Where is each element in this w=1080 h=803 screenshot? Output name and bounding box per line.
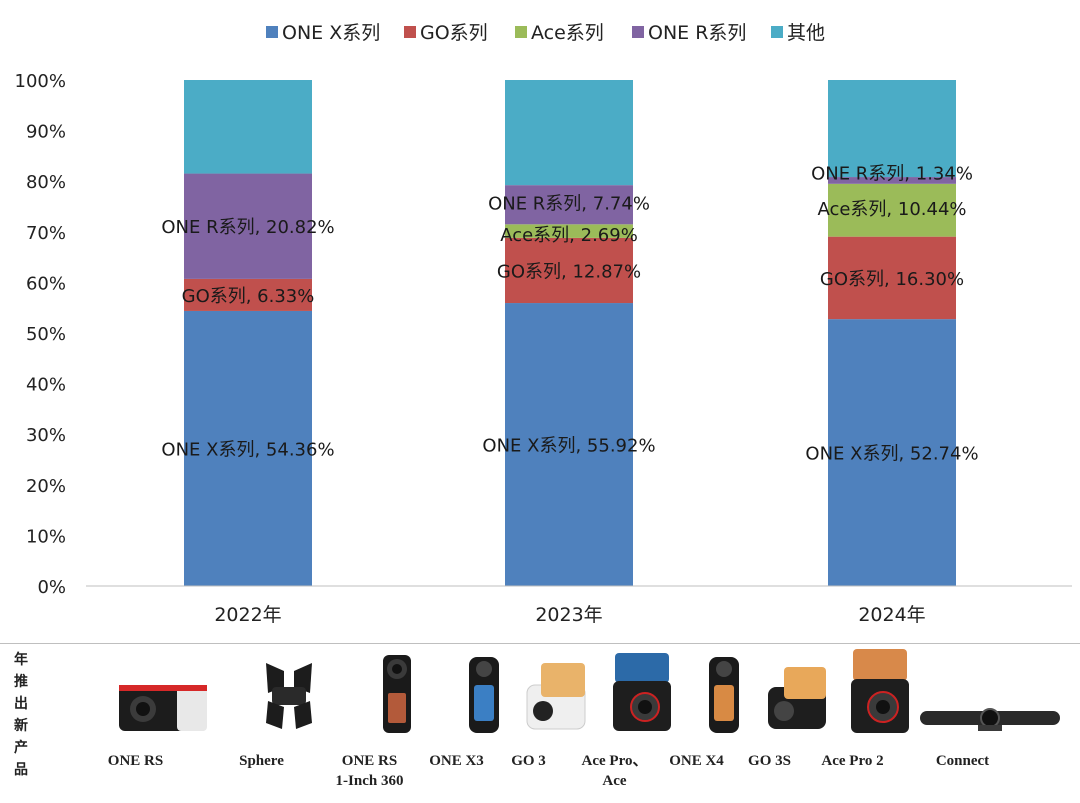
x-tick-label: 2024年 — [858, 604, 925, 626]
legend-label: ONE R系列 — [648, 22, 746, 44]
bar-segment — [505, 224, 633, 238]
product-label: Ace Pro、 Ace — [581, 753, 648, 789]
ace-pro-2-camera-icon — [847, 647, 913, 735]
legend-item: ONE X系列 — [266, 22, 380, 44]
bar-segment — [828, 183, 956, 237]
connect-webcam-icon — [918, 701, 1062, 735]
y-tick-label: 30% — [26, 425, 66, 446]
product-label: GO 3 — [511, 753, 546, 769]
product-label: Connect — [935, 753, 990, 769]
bar-segment — [828, 177, 956, 184]
legend-item: GO系列 — [404, 22, 488, 44]
go3s-camera-icon — [762, 663, 832, 735]
data-label: ONE X系列, 55.92% — [482, 436, 655, 457]
y-tick-label: 50% — [26, 324, 66, 345]
bar-segment — [828, 319, 956, 586]
product-label: ONE X4 — [669, 753, 724, 769]
product-label: ONE X3 — [429, 753, 484, 769]
y-tick-label: 10% — [26, 526, 66, 547]
data-label: Ace系列, 2.69% — [500, 225, 638, 246]
bar-segment — [828, 236, 956, 320]
legend-swatch — [632, 26, 644, 38]
x-tick-label: 2022年 — [214, 604, 281, 626]
data-label: GO系列, 16.30% — [820, 269, 964, 290]
y-tick-label: 60% — [26, 273, 66, 294]
bar-segment — [505, 80, 633, 186]
bar-segment — [184, 310, 312, 586]
data-label: Ace系列, 10.44% — [817, 199, 966, 220]
data-label: GO系列, 12.87% — [497, 261, 641, 282]
one-x4-camera-icon — [706, 655, 742, 735]
bar-segment — [505, 303, 633, 586]
legend-swatch — [771, 26, 783, 38]
data-label: ONE X系列, 54.36% — [161, 439, 334, 460]
new-products-panel: 年推出新产品 ONE RS Sphere ONE RS 1-Inch 360 ONE … — [0, 645, 1080, 803]
bar-segment — [505, 237, 633, 304]
side-label: 年推出新产品 — [14, 652, 28, 778]
product-label: Sphere — [239, 753, 284, 769]
data-label: ONE X系列, 52.74% — [805, 444, 978, 465]
legend-label: GO系列 — [420, 22, 488, 44]
y-tick-label: 100% — [15, 71, 66, 92]
legend-swatch — [266, 26, 278, 38]
sphere-camera-icon — [254, 657, 324, 735]
y-tick-label: 90% — [26, 122, 66, 143]
data-label: ONE R系列, 7.74% — [488, 194, 650, 215]
bar-segment — [184, 173, 312, 279]
chart-area: ONE X系列 GO系列 Ace系列 ONE R系列 其他 0% 10% 20% 30% 40% 5… — [0, 22, 1080, 644]
data-label: ONE R系列, 20.82% — [161, 217, 334, 238]
legend-item: Ace系列 — [515, 22, 604, 44]
y-tick-label: 40% — [26, 375, 66, 396]
ace-pro-camera-icon — [609, 651, 675, 735]
bar-segment — [505, 185, 633, 225]
x-tick-label: 2023年 — [535, 604, 602, 626]
product-label: GO 3S — [748, 753, 791, 769]
legend-swatch — [515, 26, 527, 38]
product-label: ONE RS — [107, 753, 164, 769]
y-tick-label: 70% — [26, 223, 66, 244]
bar-segment — [184, 80, 312, 174]
bar-segment — [184, 278, 312, 311]
legend-item: ONE R系列 — [632, 22, 746, 44]
stacked-bar-chart: ONE X系列 GO系列 Ace系列 ONE R系列 其他 0% 10% 20% 30% 40% 5… — [15, 22, 1072, 626]
bar-segment — [828, 80, 956, 178]
y-tick-label: 20% — [26, 476, 66, 497]
y-tick-label: 0% — [37, 577, 66, 598]
data-label: GO系列, 6.33% — [182, 286, 315, 307]
legend-label: ONE X系列 — [282, 22, 380, 44]
go3-camera-icon — [521, 659, 591, 735]
legend-label: Ace系列 — [531, 22, 604, 44]
product-label: Ace Pro 2 — [821, 753, 884, 769]
legend-swatch — [404, 26, 416, 38]
legend-label: 其他 — [787, 22, 825, 44]
legend-item: 其他 — [771, 22, 825, 44]
y-tick-label: 80% — [26, 172, 66, 193]
one-rs-1inch-camera-icon — [377, 653, 417, 735]
data-label: ONE R系列, 1.34% — [811, 163, 973, 184]
one-rs-camera-icon — [117, 679, 209, 735]
one-x3-camera-icon — [466, 655, 502, 735]
product-label: ONE RS 1-Inch 360 — [335, 753, 404, 789]
